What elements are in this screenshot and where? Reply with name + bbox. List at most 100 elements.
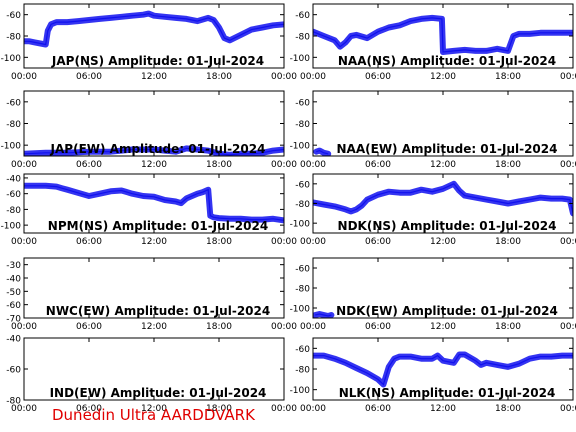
x-tick-label: 12:00: [141, 322, 167, 332]
y-tick-label: -60: [295, 265, 310, 275]
x-tick-label: 12:00: [430, 72, 456, 82]
x-tick-label: 00:00: [11, 237, 37, 247]
y-tick-label: -70: [6, 315, 21, 325]
y-tick-label: -80: [295, 33, 310, 43]
x-tick-label: 00:00: [300, 160, 326, 170]
chart-panel-1: 00:00 06:00 12:00 18:00 00:00 -100 -80 -60 JAP(N…: [1, 3, 297, 82]
x-tick-label: 12:00: [141, 72, 167, 82]
y-tick-label: -100: [290, 386, 311, 396]
y-tick-label: -50: [6, 288, 21, 298]
chart-panel-10: 00:00 06:00 12:00 18:00 00:00 -100 -80 -60 NLK(N…: [290, 337, 576, 414]
panel-title: NDK(NS) Amplitude: 01-Jul-2024: [338, 219, 557, 233]
y-tick-label: -80: [6, 33, 21, 43]
x-tick-label: 18:00: [495, 404, 521, 414]
x-tick-label: 06:00: [76, 160, 102, 170]
x-tick-label: 12:00: [430, 160, 456, 170]
chart-panel-7: 00:00 06:00 12:00 18:00 00:00-70-60-50-40-30…: [6, 257, 297, 332]
x-tick-label: 12:00: [430, 322, 456, 332]
x-tick-label: 00:00: [271, 160, 297, 170]
x-tick-label: 00:00: [11, 160, 37, 170]
x-tick-label: 06:00: [365, 404, 391, 414]
y-tick-label: -100: [1, 142, 22, 152]
y-tick-label: -60: [6, 190, 21, 200]
chart-panel-4: 00:00 06:00 12:00 18:00 00:00 -100 -80 -60 NAA(E…: [290, 90, 576, 170]
x-tick-label: 00:00: [300, 72, 326, 82]
x-tick-label: 00:00: [560, 322, 576, 332]
series-band-1-1: [24, 10, 284, 48]
series-line-8-1: [315, 313, 332, 317]
y-tick-label: -100: [290, 54, 311, 64]
panel-title: IND(EW) Amplitude: 01-Jul-2024: [50, 386, 267, 400]
y-tick-label: -40: [6, 335, 21, 345]
x-tick-label: 00:00: [300, 237, 326, 247]
y-tick-label: -80: [295, 285, 310, 295]
x-tick-label: 00:00: [11, 322, 37, 332]
x-tick-label: 18:00: [206, 237, 232, 247]
x-tick-label: 18:00: [495, 237, 521, 247]
x-tick-label: 00:00: [560, 160, 576, 170]
y-tick-label: -100: [1, 222, 22, 232]
y-tick-label: -60: [6, 98, 21, 108]
series-band-10-1: [313, 351, 573, 388]
chart-panel-2: 00:00 06:00 12:00 18:00 00:00 -100 -80 -60 NAA(N…: [290, 3, 576, 82]
x-tick-label: 00:00: [271, 72, 297, 82]
x-tick-label: 06:00: [365, 237, 391, 247]
x-tick-label: 06:00: [76, 322, 102, 332]
x-tick-label: 06:00: [76, 237, 102, 247]
x-tick-label: 00:00: [271, 404, 297, 414]
x-tick-label: 18:00: [206, 72, 232, 82]
x-tick-label: 12:00: [430, 237, 456, 247]
x-tick-label: 06:00: [365, 72, 391, 82]
x-tick-label: 18:00: [206, 322, 232, 332]
x-tick-label: 06:00: [76, 404, 102, 414]
x-tick-label: 18:00: [495, 72, 521, 82]
y-tick-label: -100: [1, 54, 22, 64]
y-tick-label: -40: [6, 174, 21, 184]
x-tick-label: 18:00: [495, 322, 521, 332]
series-line-2-1: [313, 17, 573, 53]
panel-title: JAP(NS) Amplitude: 01-Jul-2024: [51, 54, 264, 68]
x-tick-label: 00:00: [11, 404, 37, 414]
y-tick-label: -60: [6, 301, 21, 311]
x-tick-label: 00:00: [271, 322, 297, 332]
y-tick-label: -100: [290, 142, 311, 152]
series-line-1-1: [24, 12, 284, 46]
y-tick-label: -60: [295, 180, 310, 190]
y-tick-label: -80: [295, 200, 310, 210]
y-tick-label: -100: [290, 220, 311, 230]
y-tick-label: -60: [6, 366, 21, 376]
x-tick-label: 00:00: [11, 72, 37, 82]
x-tick-label: 00:00: [560, 404, 576, 414]
series-line-10-1: [313, 353, 573, 386]
panel-title: NAA(NS) Amplitude: 01-Jul-2024: [338, 54, 556, 68]
x-tick-label: 00:00: [271, 237, 297, 247]
x-tick-label: 18:00: [206, 404, 232, 414]
x-tick-label: 12:00: [141, 160, 167, 170]
x-tick-label: 12:00: [430, 404, 456, 414]
panel-title: NDK(EW) Amplitude: 01-Jul-2024: [336, 304, 558, 318]
x-tick-label: 00:00: [560, 72, 576, 82]
series-line-3-1: [24, 147, 284, 156]
series-line-6-1: [313, 183, 573, 214]
panel-title: NWC(EW) Amplitude: 01-Jul-2024: [46, 304, 270, 318]
series-line-5-1: [24, 185, 284, 221]
series-line-4-1: [316, 149, 329, 155]
x-tick-label: 00:00: [560, 237, 576, 247]
x-tick-label: 06:00: [365, 160, 391, 170]
y-tick-label: -80: [6, 120, 21, 130]
panel-title: NLK(NS) Amplitude: 01-Jul-2024: [339, 386, 556, 400]
y-tick-label: -60: [295, 345, 310, 355]
x-tick-label: 18:00: [206, 160, 232, 170]
y-tick-label: -60: [6, 11, 21, 21]
x-tick-label: 06:00: [365, 322, 391, 332]
y-tick-label: -40: [6, 275, 21, 285]
x-tick-label: 12:00: [141, 237, 167, 247]
panel-title: NPM(NS) Amplitude: 01-Jul-2024: [48, 219, 268, 233]
y-tick-label: -80: [6, 397, 21, 407]
x-tick-label: 06:00: [76, 72, 102, 82]
panel-title: JAP(EW) Amplitude: 01-Jul-2024: [50, 142, 266, 156]
y-tick-label: -30: [6, 261, 21, 271]
y-tick-label: -100: [290, 305, 311, 315]
y-tick-label: -80: [295, 120, 310, 130]
